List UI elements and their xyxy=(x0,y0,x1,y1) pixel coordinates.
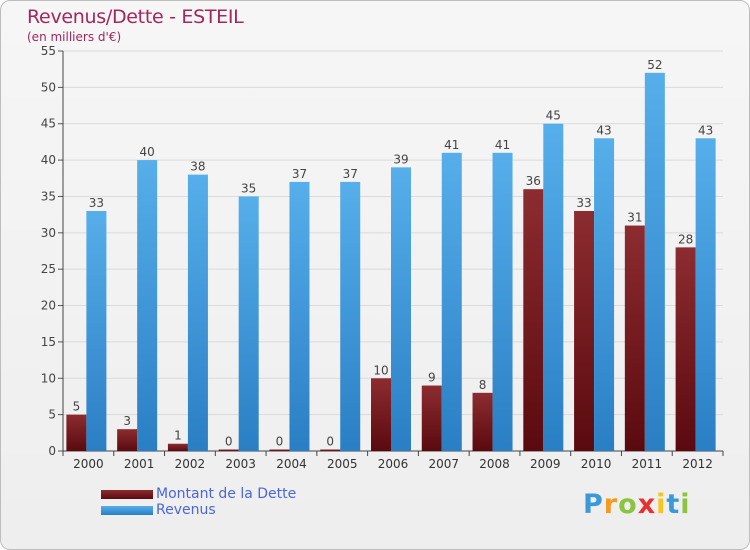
x-tick-label: 2006 xyxy=(378,457,409,471)
bar-revenus xyxy=(695,138,716,452)
proxiti-logo: Proxiti xyxy=(583,489,691,520)
y-tick-label: 10 xyxy=(41,371,56,385)
x-tick-label: 2003 xyxy=(225,457,256,471)
logo-letter: r xyxy=(603,489,619,520)
y-tick-label: 40 xyxy=(41,153,56,167)
bar-revenus xyxy=(543,123,564,452)
x-tick-label: 2000 xyxy=(73,457,104,471)
data-label: 8 xyxy=(479,378,487,392)
bar-revenus xyxy=(86,211,107,451)
bar-revenus xyxy=(644,72,665,452)
bar-revenus xyxy=(594,138,615,452)
y-tick-label: 35 xyxy=(41,189,56,203)
data-label: 36 xyxy=(526,174,541,188)
y-tick-label: 30 xyxy=(41,226,56,240)
data-label: 31 xyxy=(627,211,642,225)
bar-revenus xyxy=(187,174,208,452)
bar-revenus xyxy=(391,167,411,451)
data-label: 37 xyxy=(292,167,307,181)
bar-dette xyxy=(421,385,442,451)
y-tick-label: 15 xyxy=(41,335,56,349)
data-label: 9 xyxy=(428,371,436,385)
data-label: 33 xyxy=(576,196,591,210)
x-tick-label: 2008 xyxy=(479,457,510,471)
bar-revenus xyxy=(137,160,158,451)
logo-letter: o xyxy=(618,489,638,520)
x-tick-label: 2005 xyxy=(327,457,358,471)
bar-dette xyxy=(167,443,188,451)
data-label: 10 xyxy=(373,363,388,377)
bar-dette xyxy=(218,449,239,451)
legend-swatch-revenus xyxy=(101,506,153,515)
bar-dette xyxy=(574,211,595,451)
bar-dette xyxy=(269,449,290,451)
logo-letter: i xyxy=(656,489,667,520)
y-tick-label: 25 xyxy=(41,262,56,276)
logo-letter: P xyxy=(583,489,604,520)
chart-title: Revenus/Dette - ESTEIL xyxy=(27,6,244,28)
y-tick-label: 20 xyxy=(41,299,56,313)
data-label: 33 xyxy=(89,196,104,210)
data-label: 39 xyxy=(393,152,408,166)
x-tick-label: 2012 xyxy=(682,457,713,471)
x-tick-label: 2001 xyxy=(124,457,155,471)
data-label: 43 xyxy=(698,123,713,137)
x-tick-label: 2011 xyxy=(632,457,663,471)
y-tick-label: 0 xyxy=(48,444,56,458)
data-label: 41 xyxy=(495,138,510,152)
data-label: 38 xyxy=(190,160,205,174)
legend-swatch-dette xyxy=(101,490,153,499)
bar-dette xyxy=(624,225,645,451)
data-label: 52 xyxy=(647,58,662,72)
data-label: 40 xyxy=(140,145,155,159)
x-tick-label: 2002 xyxy=(175,457,206,471)
bar-dette xyxy=(675,247,696,451)
bar-revenus xyxy=(289,181,310,451)
bar-revenus xyxy=(492,152,513,451)
bar-revenus xyxy=(441,152,462,451)
logo-letter: t xyxy=(666,489,681,520)
data-label: 45 xyxy=(546,109,561,123)
bar-dette xyxy=(472,392,493,451)
legend-label-revenus: Revenus xyxy=(156,502,216,518)
data-label: 3 xyxy=(123,414,131,428)
data-label: 41 xyxy=(444,138,459,152)
y-tick-label: 45 xyxy=(41,117,56,131)
data-label: 0 xyxy=(276,435,284,449)
data-label: 28 xyxy=(678,232,693,246)
bar-dette xyxy=(371,378,391,451)
x-tick-label: 2004 xyxy=(276,457,307,471)
bar-dette xyxy=(320,449,341,451)
x-tick-label: 2009 xyxy=(530,457,561,471)
data-label: 1 xyxy=(174,429,182,443)
bar-revenus xyxy=(340,181,361,451)
legend-label-dette: Montant de la Dette xyxy=(156,486,297,502)
data-label: 5 xyxy=(73,400,81,414)
data-label: 0 xyxy=(225,435,233,449)
data-label: 43 xyxy=(596,123,611,137)
y-tick-label: 55 xyxy=(41,44,56,58)
x-tick-label: 2010 xyxy=(581,457,612,471)
bar-dette xyxy=(523,189,544,451)
y-tick-label: 5 xyxy=(48,408,56,422)
bar-dette xyxy=(66,414,87,451)
bar-revenus xyxy=(238,196,259,451)
data-label: 35 xyxy=(241,181,256,195)
data-label: 0 xyxy=(326,435,334,449)
chart-subtitle: (en milliers d'€) xyxy=(27,30,122,44)
bar-dette xyxy=(117,429,138,451)
x-tick-label: 2007 xyxy=(428,457,459,471)
logo-letter: x xyxy=(637,489,657,520)
logo-letter: i xyxy=(680,489,691,520)
y-tick-label: 50 xyxy=(41,80,56,94)
data-label: 37 xyxy=(343,167,358,181)
